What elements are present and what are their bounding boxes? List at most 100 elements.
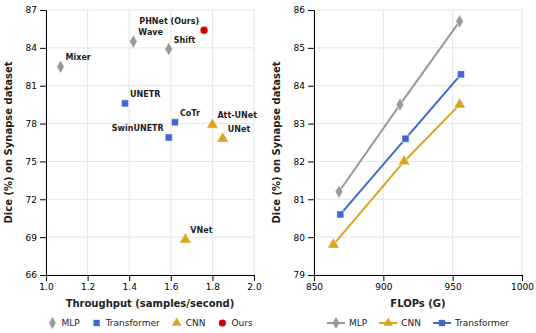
tick-mark <box>129 275 130 281</box>
legend-item: Transformer <box>93 318 159 328</box>
tick: 85 <box>294 43 314 53</box>
tick-label: 83 <box>294 119 305 129</box>
tick-mark <box>212 275 213 281</box>
tick-mark <box>522 275 523 281</box>
axis-line <box>308 11 315 276</box>
x-axis-title: Throughput (samples/second) <box>66 298 235 309</box>
point <box>337 211 344 218</box>
tick-mark <box>171 275 172 281</box>
tick-mark <box>40 275 46 276</box>
point-label: UNETR <box>130 90 160 99</box>
tick-mark <box>40 124 46 125</box>
grid-line <box>87 10 88 275</box>
tick-mark <box>40 48 46 49</box>
tick: 72 <box>26 195 46 205</box>
grid-line <box>212 10 213 275</box>
point-label: VNet <box>190 226 212 235</box>
axis-line <box>47 276 255 282</box>
tick: 1.0 <box>39 275 54 292</box>
legend-item: MLP <box>327 317 368 329</box>
tick-label: 84 <box>294 81 306 91</box>
tick-mark <box>308 161 314 162</box>
point <box>200 26 208 34</box>
tick-mark <box>308 86 314 87</box>
legend-item: Transformer <box>433 318 509 328</box>
x-axis: 8509009501000 <box>306 275 534 292</box>
point-label: Wave <box>138 28 163 37</box>
tick-label: 1.4 <box>123 282 138 292</box>
tick: 82 <box>294 157 314 167</box>
x-axis: 1.01.21.41.61.82.0 <box>39 275 262 292</box>
tick: 84 <box>26 43 46 53</box>
tick-mark <box>40 199 46 200</box>
tick-label: 81 <box>26 81 37 91</box>
tick: 87 <box>26 5 46 15</box>
tick-label: 2.0 <box>247 282 262 292</box>
tick: 2.0 <box>247 275 262 292</box>
grid-line <box>314 199 522 200</box>
tick-mark <box>40 10 46 11</box>
y-axis-title: Dice (%) on Synapse dataset <box>3 61 14 223</box>
grid-line <box>46 199 254 200</box>
legend-marker <box>383 317 393 325</box>
point <box>402 135 409 142</box>
legend: MLPTransformerCNNOurs <box>49 317 253 329</box>
legend-marker <box>333 317 340 329</box>
point <box>396 98 404 111</box>
tick: 66 <box>26 270 46 280</box>
point <box>122 100 129 107</box>
tick-label: 66 <box>26 270 38 280</box>
legend-marker <box>49 317 56 329</box>
legend: MLP CNN Transformer <box>327 317 509 329</box>
tick-label: 79 <box>294 270 306 280</box>
grid-line <box>46 10 254 11</box>
grid-line <box>452 10 453 275</box>
legend-label: CNN <box>186 318 206 328</box>
tick-label: 82 <box>294 157 305 167</box>
tick-mark <box>308 199 314 200</box>
line <box>340 74 461 214</box>
grid-line <box>254 10 255 275</box>
tick-mark <box>254 275 255 281</box>
tick: 1.8 <box>206 275 221 292</box>
tick-label: 85 <box>294 43 305 53</box>
tick-label: 87 <box>26 5 37 15</box>
tick-label: 950 <box>445 282 462 292</box>
legend-label: Transformer <box>454 318 509 328</box>
chart: 1.01.21.41.61.82.06669727578818487Throug… <box>0 0 536 333</box>
grid-line <box>314 161 522 162</box>
tick-label: 69 <box>26 233 38 243</box>
y-axis: 7980818283848586 <box>294 5 315 280</box>
point-label: CoTr <box>180 109 200 118</box>
tick: 1000 <box>511 275 534 292</box>
axis-line <box>40 11 47 276</box>
tick-label: 78 <box>26 119 38 129</box>
legend-marker <box>439 320 445 326</box>
tick: 850 <box>306 275 323 292</box>
point-label: Mixer <box>66 53 91 62</box>
grid-line <box>129 10 130 275</box>
tick: 1.4 <box>123 275 138 292</box>
legend-item: CNN <box>172 317 206 327</box>
tick-label: 75 <box>26 157 37 167</box>
tick: 78 <box>26 119 46 129</box>
point <box>335 185 343 198</box>
grid-line <box>46 47 254 48</box>
grid-line <box>46 161 254 162</box>
grid-line <box>383 10 384 275</box>
legend-label: CNN <box>401 318 421 328</box>
tick-label: 84 <box>26 43 38 53</box>
tick: 69 <box>26 233 46 243</box>
point <box>454 98 466 108</box>
legend-label: MLP <box>61 318 80 328</box>
tick-label: 81 <box>294 195 305 205</box>
y-axis-title: Dice (%) on Synapse dataset <box>271 61 282 223</box>
tick-label: 1.0 <box>39 282 54 292</box>
x-axis-title: FLOPs (G) <box>390 298 445 309</box>
tick-label: 1000 <box>511 282 534 292</box>
point <box>130 35 138 48</box>
tick-mark <box>308 237 314 238</box>
tick-mark <box>40 161 46 162</box>
tick-mark <box>308 48 314 49</box>
tick-mark <box>453 275 454 281</box>
